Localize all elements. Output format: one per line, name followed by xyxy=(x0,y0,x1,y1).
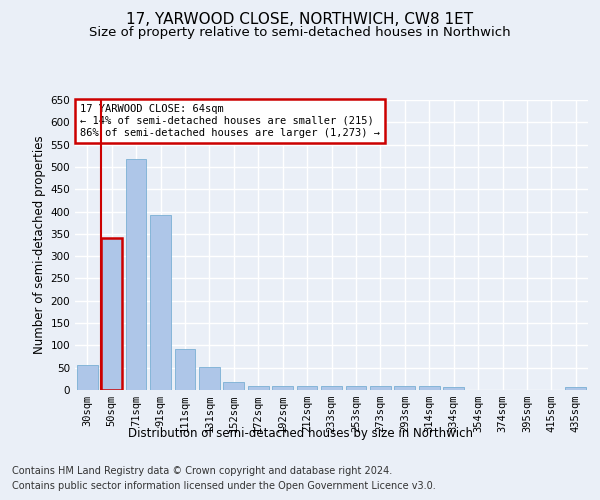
Bar xyxy=(101,238,122,390)
Text: 17 YARWOOD CLOSE: 64sqm
← 14% of semi-detached houses are smaller (215)
86% of s: 17 YARWOOD CLOSE: 64sqm ← 14% of semi-de… xyxy=(80,104,380,138)
Bar xyxy=(77,364,98,390)
Text: 17, YARWOOD CLOSE, NORTHWICH, CW8 1ET: 17, YARWOOD CLOSE, NORTHWICH, CW8 1ET xyxy=(127,12,473,28)
Bar xyxy=(419,386,440,390)
Bar xyxy=(321,386,342,390)
Bar xyxy=(296,386,317,390)
Text: Contains public sector information licensed under the Open Government Licence v3: Contains public sector information licen… xyxy=(12,481,436,491)
Bar xyxy=(150,215,171,390)
Bar xyxy=(125,159,146,390)
Bar xyxy=(346,386,367,390)
Bar xyxy=(565,388,586,390)
Bar xyxy=(248,386,269,390)
Text: Contains HM Land Registry data © Crown copyright and database right 2024.: Contains HM Land Registry data © Crown c… xyxy=(12,466,392,476)
Bar xyxy=(370,386,391,390)
Bar xyxy=(199,367,220,390)
Text: Distribution of semi-detached houses by size in Northwich: Distribution of semi-detached houses by … xyxy=(128,428,473,440)
Bar xyxy=(272,386,293,390)
Text: Size of property relative to semi-detached houses in Northwich: Size of property relative to semi-detach… xyxy=(89,26,511,39)
Bar xyxy=(394,386,415,390)
Bar xyxy=(443,388,464,390)
Bar xyxy=(223,382,244,390)
Bar xyxy=(175,348,196,390)
Y-axis label: Number of semi-detached properties: Number of semi-detached properties xyxy=(33,136,46,354)
